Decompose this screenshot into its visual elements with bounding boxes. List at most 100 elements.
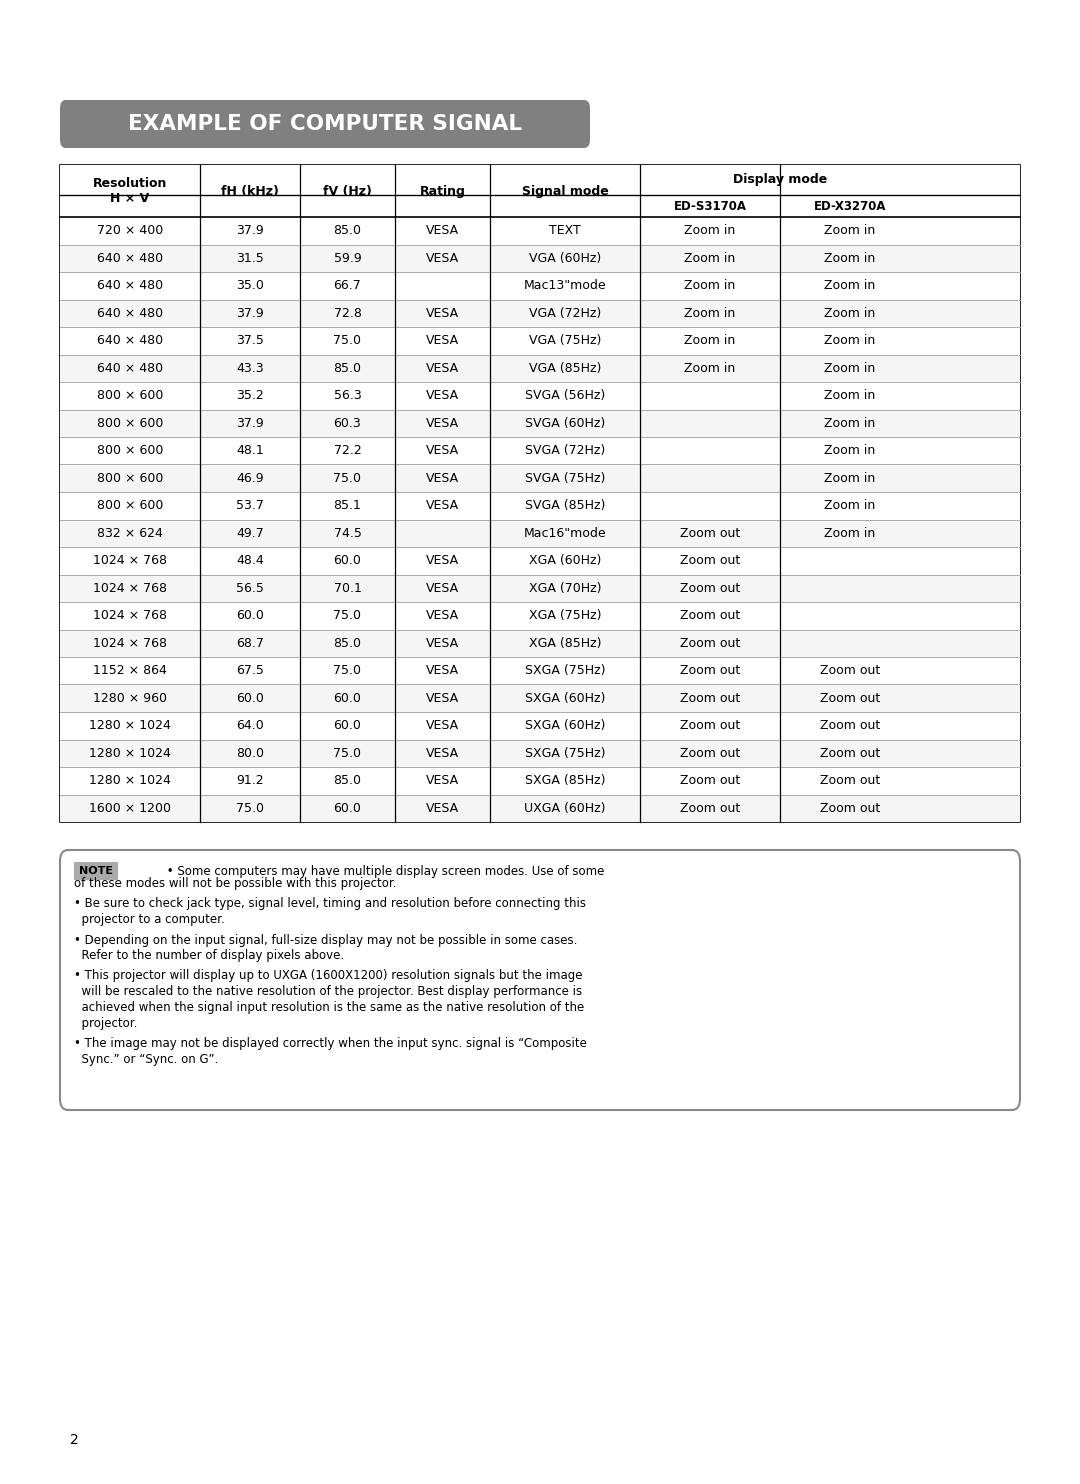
Text: Zoom in: Zoom in <box>824 252 876 264</box>
Text: 70.1: 70.1 <box>334 582 362 595</box>
Text: fV (Hz): fV (Hz) <box>323 184 372 197</box>
Text: SXGA (85Hz): SXGA (85Hz) <box>525 775 605 787</box>
Text: 1280 × 1024: 1280 × 1024 <box>89 746 171 760</box>
Text: Zoom out: Zoom out <box>820 746 880 760</box>
Text: 75.0: 75.0 <box>334 610 362 622</box>
Text: 60.0: 60.0 <box>237 692 264 705</box>
Text: 640 × 480: 640 × 480 <box>97 362 163 375</box>
Text: 75.0: 75.0 <box>334 472 362 485</box>
Text: VESA: VESA <box>426 692 459 705</box>
Text: VESA: VESA <box>426 554 459 567</box>
Text: 66.7: 66.7 <box>334 279 362 292</box>
Text: 640 × 480: 640 × 480 <box>97 307 163 319</box>
Text: 75.0: 75.0 <box>237 801 264 815</box>
Text: VESA: VESA <box>426 362 459 375</box>
Text: 832 × 624: 832 × 624 <box>97 527 163 540</box>
Text: XGA (60Hz): XGA (60Hz) <box>529 554 602 567</box>
Text: 64.0: 64.0 <box>237 720 264 732</box>
Text: • The image may not be displayed correctly when the input sync. signal is “Compo: • The image may not be displayed correct… <box>75 1037 586 1051</box>
Text: 67.5: 67.5 <box>237 665 264 677</box>
Text: Zoom in: Zoom in <box>685 224 735 237</box>
Text: Zoom in: Zoom in <box>824 224 876 237</box>
Text: 1280 × 1024: 1280 × 1024 <box>89 775 171 787</box>
Text: VESA: VESA <box>426 801 459 815</box>
Text: SXGA (75Hz): SXGA (75Hz) <box>525 746 605 760</box>
Text: 91.2: 91.2 <box>237 775 264 787</box>
Text: Refer to the number of display pixels above.: Refer to the number of display pixels ab… <box>75 950 345 963</box>
Text: UXGA (60Hz): UXGA (60Hz) <box>524 801 606 815</box>
Text: VGA (72Hz): VGA (72Hz) <box>529 307 602 319</box>
Text: 80.0: 80.0 <box>237 746 264 760</box>
Text: 720 × 400: 720 × 400 <box>97 224 163 237</box>
Text: Zoom in: Zoom in <box>685 279 735 292</box>
Text: 60.0: 60.0 <box>334 554 362 567</box>
Text: SXGA (60Hz): SXGA (60Hz) <box>525 720 605 732</box>
Text: VESA: VESA <box>426 746 459 760</box>
Text: VESA: VESA <box>426 307 459 319</box>
Text: 1600 × 1200: 1600 × 1200 <box>89 801 171 815</box>
Text: Zoom in: Zoom in <box>685 307 735 319</box>
Text: 1280 × 960: 1280 × 960 <box>93 692 167 705</box>
Text: 1152 × 864: 1152 × 864 <box>93 665 167 677</box>
Text: Zoom in: Zoom in <box>685 362 735 375</box>
Text: NOTE: NOTE <box>79 867 113 876</box>
Text: 85.0: 85.0 <box>334 637 362 650</box>
Text: projector to a computer.: projector to a computer. <box>75 914 225 926</box>
Text: 800 × 600: 800 × 600 <box>97 389 163 402</box>
Text: 56.5: 56.5 <box>237 582 264 595</box>
Text: • This projector will display up to UXGA (1600X1200) resolution signals but the : • This projector will display up to UXGA… <box>75 969 582 982</box>
Text: VESA: VESA <box>426 582 459 595</box>
Text: 1280 × 1024: 1280 × 1024 <box>89 720 171 732</box>
Text: SVGA (60Hz): SVGA (60Hz) <box>525 417 605 430</box>
Text: Zoom out: Zoom out <box>820 720 880 732</box>
Text: VESA: VESA <box>426 472 459 485</box>
Text: 60.0: 60.0 <box>334 692 362 705</box>
Text: Zoom in: Zoom in <box>824 444 876 457</box>
Text: 640 × 480: 640 × 480 <box>97 334 163 347</box>
Text: 2: 2 <box>70 1434 79 1447</box>
Text: 85.0: 85.0 <box>334 224 362 237</box>
Text: Sync.” or “Sync. on G”.: Sync.” or “Sync. on G”. <box>75 1054 218 1067</box>
Text: • Depending on the input signal, full-size display may not be possible in some c: • Depending on the input signal, full-si… <box>75 933 578 947</box>
Text: 37.5: 37.5 <box>237 334 264 347</box>
Text: 640 × 480: 640 × 480 <box>97 279 163 292</box>
Text: VESA: VESA <box>426 637 459 650</box>
Text: XGA (85Hz): XGA (85Hz) <box>529 637 602 650</box>
Text: Zoom in: Zoom in <box>824 472 876 485</box>
Text: 48.4: 48.4 <box>237 554 264 567</box>
Text: TEXT: TEXT <box>549 224 581 237</box>
Text: VESA: VESA <box>426 720 459 732</box>
Text: Signal mode: Signal mode <box>522 184 608 197</box>
Text: 640 × 480: 640 × 480 <box>97 252 163 264</box>
Text: 37.9: 37.9 <box>237 307 264 319</box>
Text: VGA (85Hz): VGA (85Hz) <box>529 362 602 375</box>
Text: 75.0: 75.0 <box>334 334 362 347</box>
Text: • Some computers may have multiple display screen modes. Use of some: • Some computers may have multiple displ… <box>163 865 605 877</box>
Text: Zoom in: Zoom in <box>824 389 876 402</box>
Text: Zoom out: Zoom out <box>680 610 740 622</box>
Text: will be rescaled to the native resolution of the projector. Best display perform: will be rescaled to the native resolutio… <box>75 985 582 999</box>
Text: achieved when the signal input resolution is the same as the native resolution o: achieved when the signal input resolutio… <box>75 1002 584 1015</box>
Text: SVGA (75Hz): SVGA (75Hz) <box>525 472 605 485</box>
Text: 37.9: 37.9 <box>237 224 264 237</box>
Text: fH (kHz): fH (kHz) <box>221 184 279 197</box>
Text: SVGA (56Hz): SVGA (56Hz) <box>525 389 605 402</box>
Text: 56.3: 56.3 <box>334 389 362 402</box>
Text: Zoom out: Zoom out <box>820 801 880 815</box>
Text: Zoom out: Zoom out <box>820 775 880 787</box>
Text: 48.1: 48.1 <box>237 444 264 457</box>
Text: 75.0: 75.0 <box>334 665 362 677</box>
Text: SXGA (60Hz): SXGA (60Hz) <box>525 692 605 705</box>
Text: Zoom out: Zoom out <box>820 692 880 705</box>
Text: Zoom out: Zoom out <box>680 582 740 595</box>
Text: EXAMPLE OF COMPUTER SIGNAL: EXAMPLE OF COMPUTER SIGNAL <box>127 114 522 134</box>
Text: Zoom in: Zoom in <box>824 362 876 375</box>
Text: 60.0: 60.0 <box>334 720 362 732</box>
Text: VESA: VESA <box>426 417 459 430</box>
Text: 43.3: 43.3 <box>237 362 264 375</box>
Text: 800 × 600: 800 × 600 <box>97 472 163 485</box>
Text: 800 × 600: 800 × 600 <box>97 444 163 457</box>
Text: 1024 × 768: 1024 × 768 <box>93 637 167 650</box>
Text: 74.5: 74.5 <box>334 527 362 540</box>
Text: 1024 × 768: 1024 × 768 <box>93 610 167 622</box>
